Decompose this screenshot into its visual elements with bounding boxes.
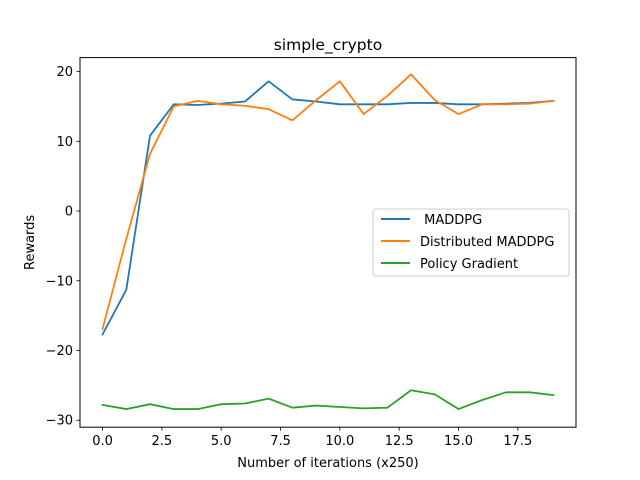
y-tick-label: 10 [56,135,73,150]
legend-label-policy-gradient: Policy Gradient [420,257,518,272]
y-tick-label: −20 [46,344,73,359]
y-tick-label: −30 [46,414,73,429]
series-layer [101,73,555,410]
series-line-maddpg [101,80,555,336]
y-tick-label: 20 [56,65,73,80]
x-tick-label: 10.0 [325,434,354,449]
x-axis-label: Number of iterations (x250) [237,456,419,471]
legend-label-maddpg: MADDPG [420,213,482,228]
x-axis: 0.0 2.5 5.0 7.5 10.0 12.5 15.0 17.5 [92,427,532,449]
x-tick-label: 2.5 [152,434,173,449]
series-line-distributed-maddpg [101,73,555,330]
x-tick-label: 17.5 [503,434,532,449]
y-tick-label: 0 [65,205,73,220]
y-axis-label: Rewards [23,215,38,270]
chart-title: simple_crypto [274,36,382,55]
series-line-policy-gradient [101,389,555,410]
x-tick-label: 15.0 [444,434,473,449]
legend-frame [372,208,570,277]
legend-label-distributed-maddpg: Distributed MADDPG [420,235,554,250]
plot-area-frame [79,57,577,428]
x-tick-label: 7.5 [270,434,291,449]
x-tick-label: 0.0 [92,434,113,449]
x-tick-label: 12.5 [385,434,414,449]
legend: MADDPG Distributed MADDPG Policy Gradien… [372,208,570,277]
y-axis: −30 −20 −10 0 10 20 [46,65,80,429]
y-tick-label: −10 [46,274,73,289]
x-tick-label: 5.0 [211,434,232,449]
